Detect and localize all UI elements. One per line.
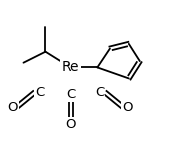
Text: O: O — [65, 118, 76, 131]
Text: Re: Re — [62, 60, 79, 74]
Text: O: O — [7, 101, 18, 114]
Text: C: C — [35, 86, 45, 99]
Text: O: O — [122, 101, 132, 114]
Text: C: C — [95, 86, 104, 99]
Text: C: C — [66, 88, 75, 101]
